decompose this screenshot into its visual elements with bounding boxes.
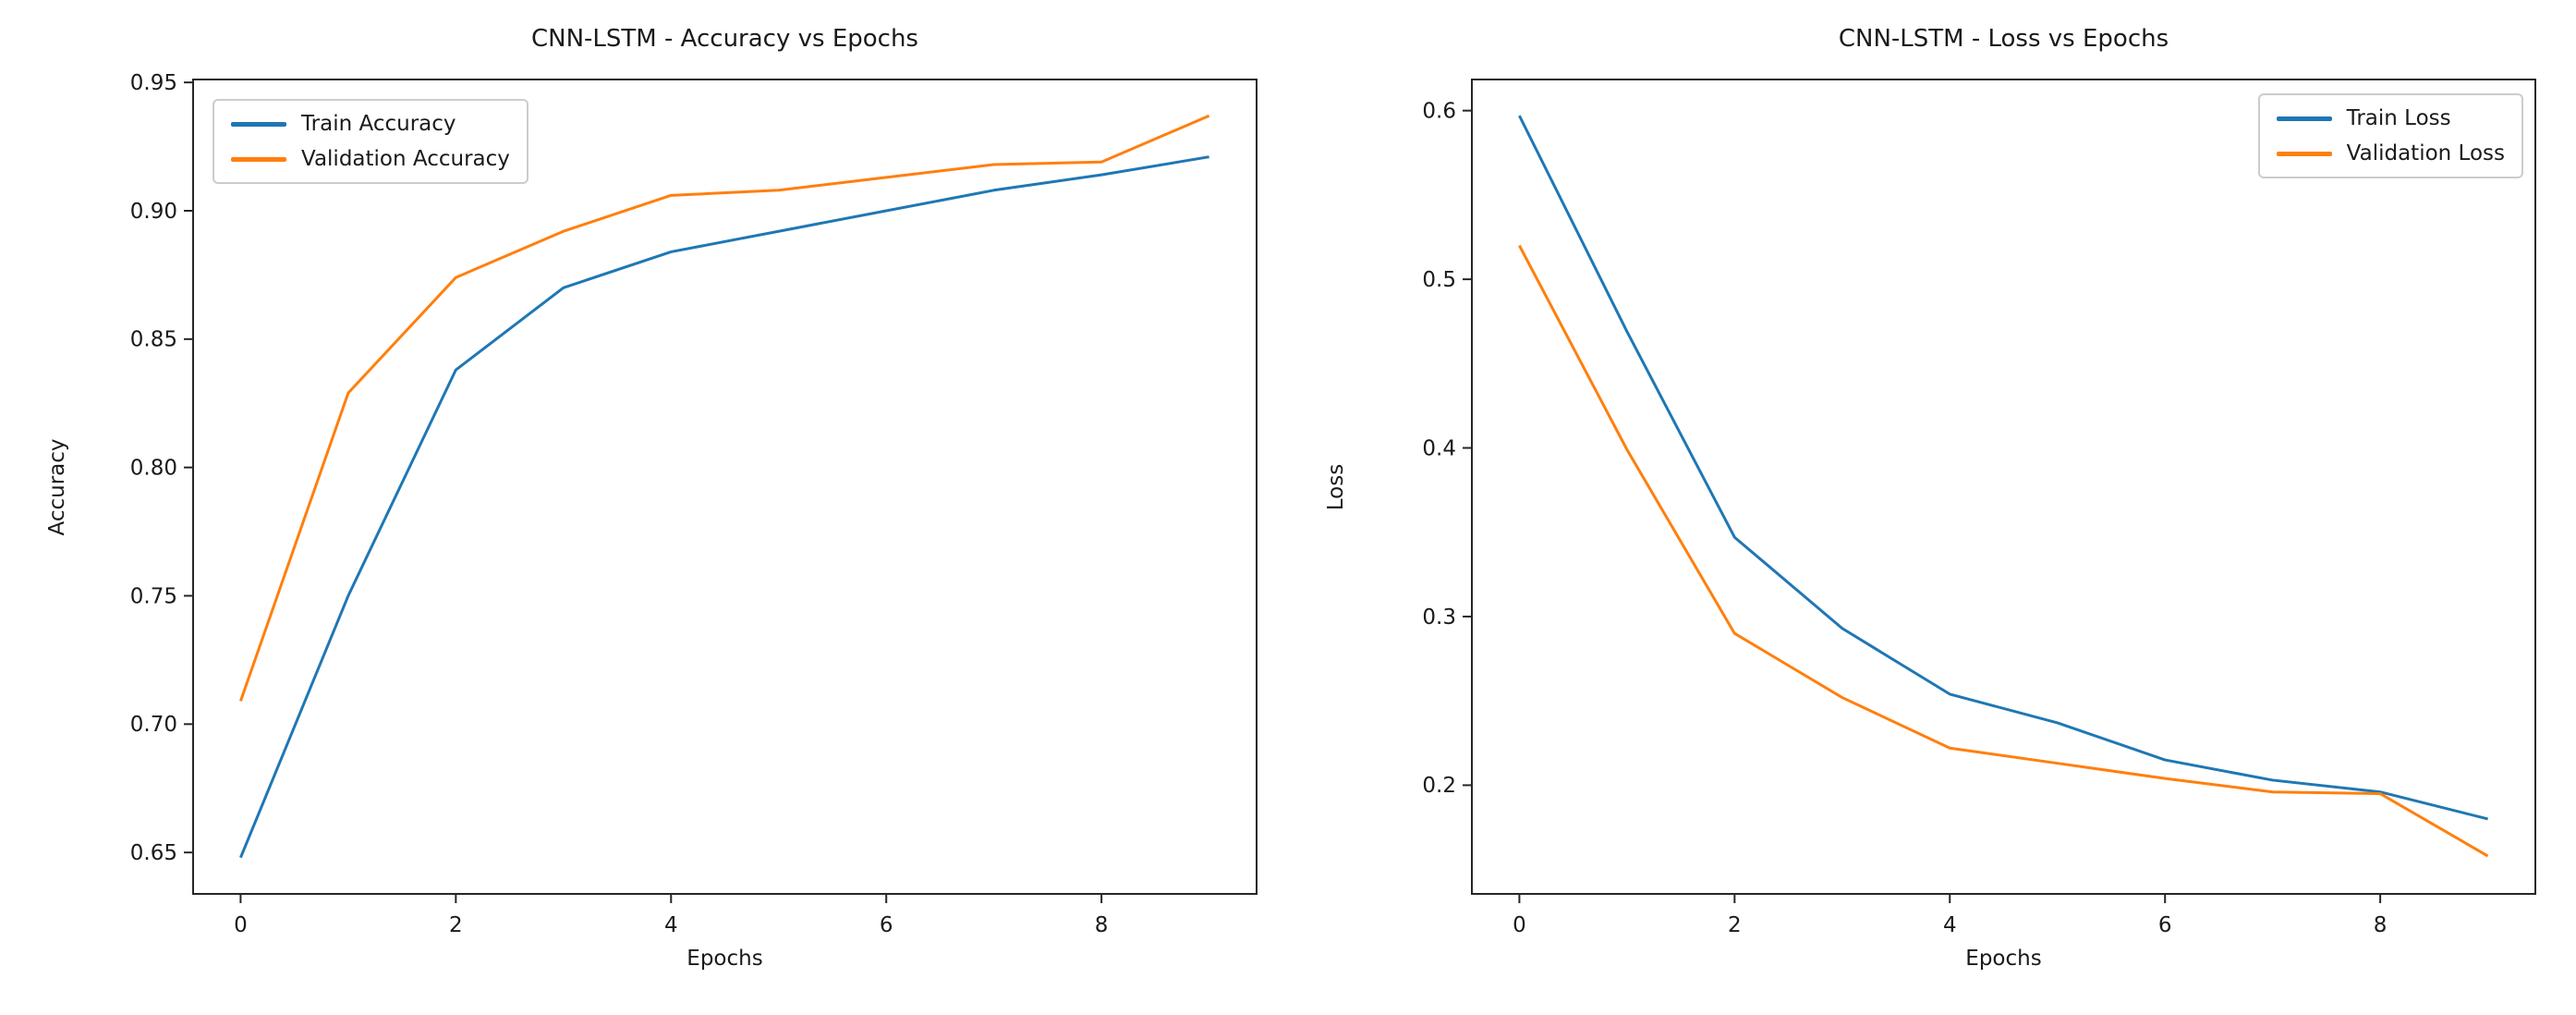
legend-line-swatch bbox=[231, 121, 286, 127]
x-tick-label: 2 bbox=[449, 913, 463, 937]
x-tick-label: 6 bbox=[880, 913, 893, 937]
loss-x-axis-label: Epochs bbox=[1965, 947, 2042, 971]
y-tick-label: 0.80 bbox=[130, 456, 177, 480]
legend-item: Validation Accuracy bbox=[231, 147, 510, 171]
x-tick-label: 8 bbox=[2374, 913, 2388, 937]
series-line-train-loss bbox=[1518, 115, 2488, 821]
series-line-validation-loss bbox=[1518, 244, 2489, 858]
y-tick-label: 0.65 bbox=[130, 841, 177, 865]
plot-border bbox=[1471, 79, 2536, 895]
loss-plot-area: 0 2 4 6 8 0.2 0.3 0.4 0.5 0.6 bbox=[1422, 79, 2536, 937]
accuracy-legend: Train Accuracy Validation Accuracy bbox=[213, 99, 529, 184]
x-tick-label: 0 bbox=[234, 913, 248, 937]
accuracy-y-axis-label: Accuracy bbox=[45, 437, 69, 536]
y-tick-label: 0.75 bbox=[130, 584, 177, 608]
y-tick-label: 0.90 bbox=[130, 200, 177, 224]
y-tick-label: 0.95 bbox=[130, 71, 177, 95]
loss-chart: CNN-LSTM - Loss vs Epochs Loss Epochs 0 2… bbox=[1324, 25, 2536, 971]
legend-line-swatch bbox=[2276, 116, 2332, 121]
y-tick-label: 0.5 bbox=[1422, 268, 1456, 292]
legend-label: Validation Accuracy bbox=[301, 147, 510, 171]
loss-chart-title: CNN-LSTM - Loss vs Epochs bbox=[1838, 25, 2169, 53]
x-tick-label: 8 bbox=[1095, 913, 1109, 937]
x-tick-label: 6 bbox=[2158, 913, 2172, 937]
accuracy-plot-area: 0 2 4 6 8 0.65 0.70 0.75 0.80 0.85 0.90 0.95 bbox=[130, 71, 1258, 937]
accuracy-x-axis-label: Epochs bbox=[687, 947, 763, 971]
legend-label: Validation Loss bbox=[2346, 141, 2505, 165]
y-tick-label: 0.4 bbox=[1422, 436, 1456, 460]
x-tick-label: 2 bbox=[1728, 913, 1742, 937]
plot-border bbox=[192, 79, 1258, 895]
y-tick-label: 0.70 bbox=[130, 713, 177, 737]
legend-item: Validation Loss bbox=[2276, 141, 2505, 165]
x-tick-label: 4 bbox=[1943, 913, 1957, 937]
series-line-validation-accuracy bbox=[238, 114, 1210, 702]
y-tick-label: 0.2 bbox=[1422, 774, 1456, 798]
y-tick-label: 0.3 bbox=[1422, 605, 1456, 630]
y-tick-label: 0.85 bbox=[130, 328, 177, 352]
legend-label: Train Accuracy bbox=[301, 112, 456, 136]
legend-item: Train Loss bbox=[2276, 106, 2505, 130]
legend-item: Train Accuracy bbox=[231, 112, 510, 136]
accuracy-chart: CNN-LSTM - Accuracy vs Epochs Accuracy E… bbox=[45, 25, 1258, 971]
x-tick-label: 0 bbox=[1513, 913, 1526, 937]
y-tick-label: 0.6 bbox=[1422, 99, 1456, 123]
legend-label: Train Loss bbox=[2346, 106, 2451, 130]
x-tick-label: 4 bbox=[664, 913, 678, 937]
legend-line-swatch bbox=[231, 156, 286, 162]
loss-y-axis-label: Loss bbox=[1324, 463, 1348, 510]
legend-line-swatch bbox=[2276, 151, 2332, 156]
loss-legend: Train Loss Validation Loss bbox=[2257, 93, 2523, 178]
series-line-train-accuracy bbox=[239, 155, 1209, 859]
accuracy-chart-title: CNN-LSTM - Accuracy vs Epochs bbox=[531, 25, 918, 53]
